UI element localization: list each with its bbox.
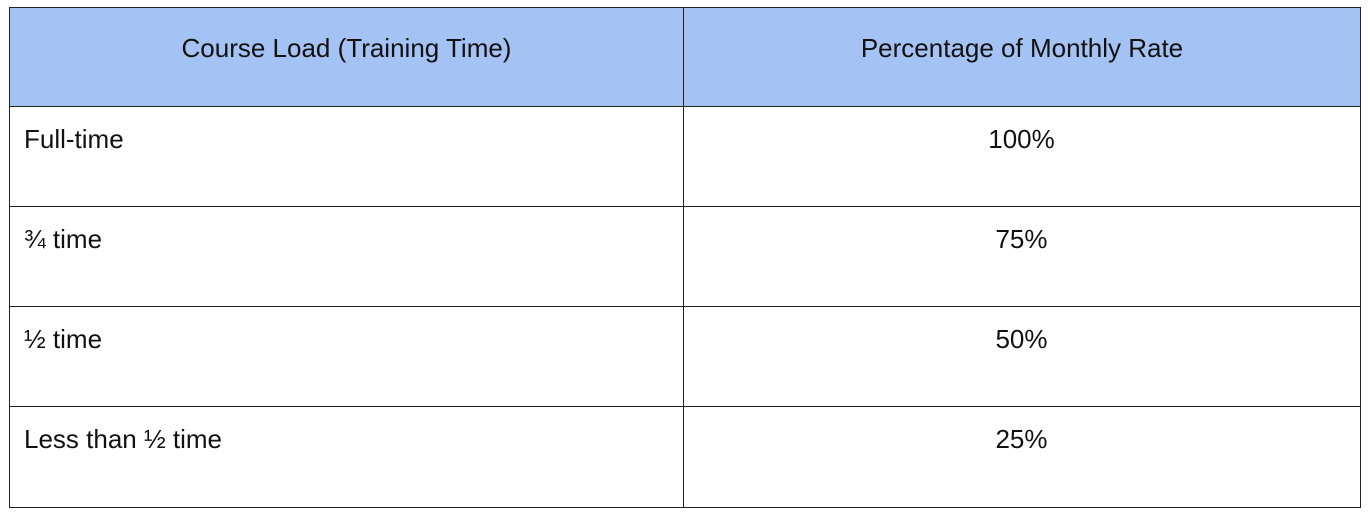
percentage-cell: 75% <box>683 206 1361 307</box>
course-load-cell: Less than ½ time <box>9 406 684 508</box>
table-header: Course Load (Training Time) Percentage o… <box>9 7 1361 107</box>
course-load-cell: Full-time <box>9 106 684 207</box>
table-row: ¾ time 75% <box>9 206 1361 307</box>
rate-table-container: Course Load (Training Time) Percentage o… <box>9 7 1361 508</box>
table-row: Full-time 100% <box>9 106 1361 207</box>
percentage-cell: 25% <box>683 406 1361 508</box>
header-row: Course Load (Training Time) Percentage o… <box>9 7 1361 107</box>
course-load-cell: ¾ time <box>9 206 684 307</box>
header-percentage-monthly-rate: Percentage of Monthly Rate <box>683 7 1361 107</box>
percentage-cell: 100% <box>683 106 1361 207</box>
header-course-load: Course Load (Training Time) <box>9 7 684 107</box>
course-load-cell: ½ time <box>9 306 684 407</box>
percentage-cell: 50% <box>683 306 1361 407</box>
table-row: ½ time 50% <box>9 306 1361 407</box>
table-body: Full-time 100% ¾ time 75% ½ time 50% Les… <box>9 106 1361 508</box>
table-row: Less than ½ time 25% <box>9 406 1361 508</box>
course-load-rate-table: Course Load (Training Time) Percentage o… <box>9 7 1361 508</box>
